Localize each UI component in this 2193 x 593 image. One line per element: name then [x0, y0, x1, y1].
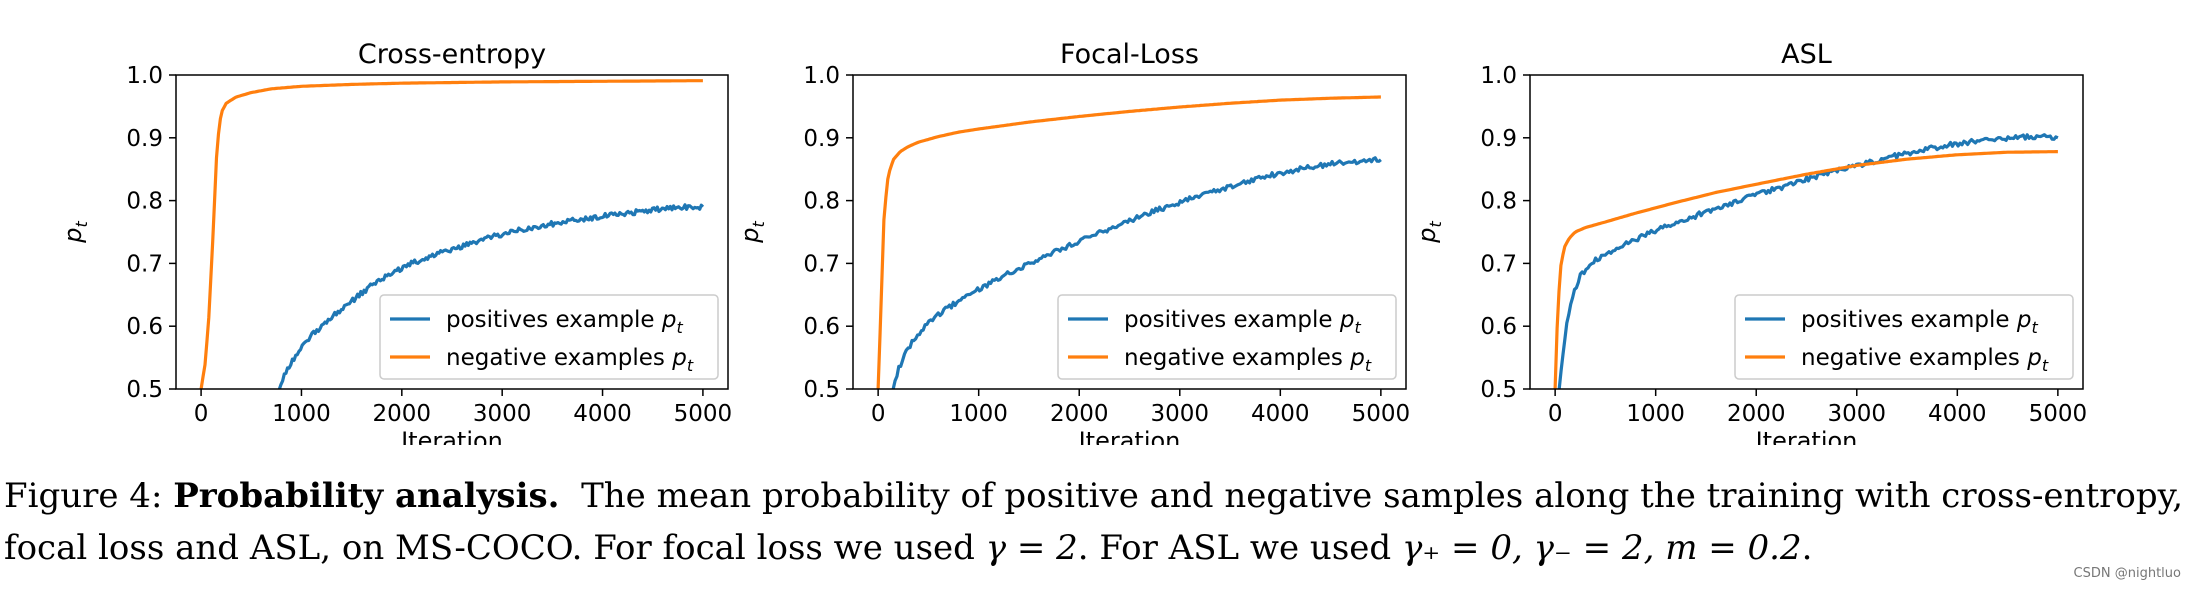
x-tick-label: 5000 [674, 401, 733, 427]
legend-box [1057, 294, 1397, 380]
y-tick-label: 0.9 [1480, 126, 1517, 152]
x-axis-label: Iteration [401, 427, 503, 445]
chart-title: ASL [1781, 39, 1832, 70]
y-tick-label: 0.6 [803, 314, 840, 340]
x-tick-label: 5000 [1352, 401, 1411, 427]
x-axis-label: Iteration [1079, 427, 1181, 445]
x-tick-label: 0 [1548, 401, 1563, 427]
caption-bold-title: Probability analysis. [173, 476, 560, 516]
y-tick-label: 0.5 [803, 377, 840, 403]
figure-caption: Figure 4: Probability analysis. The mean… [4, 470, 2184, 574]
caption-line1-rest: The mean probability of positive and neg… [559, 476, 2184, 516]
x-tick-label: 2000 [1050, 401, 1109, 427]
y-axis-label: pt [1413, 221, 1445, 244]
x-tick-label: 1000 [272, 401, 331, 427]
chart-3: 0 1000 2000 3000 4000 5000 0.5 0.6 0.7 0.8 0.9 1.0 I… [1413, 39, 2087, 445]
y-tick-label: 0.7 [803, 251, 840, 277]
y-tick-label: 0.8 [803, 189, 840, 215]
x-tick-label: 1000 [1626, 401, 1685, 427]
y-axis-label: pt [59, 221, 91, 244]
x-tick-label: 4000 [573, 401, 632, 427]
y-tick-label: 0.5 [1480, 377, 1517, 403]
caption-prefix: Figure 4: [4, 476, 174, 516]
caption-line2-end: . [1801, 528, 1813, 568]
legend-box [379, 294, 719, 380]
series-line-positives [277, 203, 705, 389]
x-tick-label: 3000 [1150, 401, 1209, 427]
legend-label-negatives: negative examples pt [1124, 345, 1372, 375]
caption-line-2: focal loss and ASL, on MS-COCO. For foca… [4, 522, 2184, 574]
x-tick-label: 3000 [473, 401, 532, 427]
y-tick-label: 0.6 [126, 314, 163, 340]
series-line-negatives [1553, 150, 2058, 389]
chart-title: Cross-entropy [358, 39, 546, 70]
chart-title: Focal-Loss [1060, 39, 1199, 70]
y-tick-label: 0.8 [1480, 189, 1517, 215]
caption-line2-mid: . For ASL we used [1077, 528, 1402, 568]
legend-label-positives: positives example pt [1124, 307, 1361, 337]
series-line-negatives [876, 95, 1381, 389]
x-axis-label: Iteration [1756, 427, 1858, 445]
y-axis-label: pt [736, 221, 768, 244]
caption-line2-text: focal loss and ASL, on MS-COCO. For foca… [4, 528, 986, 568]
y-tick-label: 1.0 [803, 63, 840, 89]
y-tick-label: 1.0 [126, 63, 163, 89]
chart-1: 0 1000 2000 3000 4000 5000 0.5 0.6 0.7 0.8 0.9 1.0 I… [59, 39, 732, 445]
y-tick-label: 0.7 [1480, 251, 1517, 277]
y-tick-label: 0.6 [1480, 314, 1517, 340]
x-tick-label: 1000 [949, 401, 1008, 427]
y-tick-label: 1.0 [1480, 63, 1517, 89]
plot-frame [175, 74, 729, 390]
figure-charts: 0 1000 2000 3000 4000 5000 0.5 0.6 0.7 0.8 0.9 1.0 I… [59, 39, 2087, 445]
x-tick-label: 2000 [1727, 401, 1786, 427]
y-tick-label: 0.5 [126, 377, 163, 403]
plot-frame [852, 74, 1407, 390]
legend-label-negatives: negative examples pt [446, 345, 694, 375]
x-tick-label: 2000 [373, 401, 432, 427]
y-tick-label: 0.9 [803, 126, 840, 152]
watermark: CSDN @nightluo [2073, 566, 2181, 581]
x-tick-label: 0 [194, 401, 209, 427]
plot-frame [1529, 74, 2084, 390]
x-tick-label: 4000 [1251, 401, 1310, 427]
legend-label-positives: positives example pt [1801, 307, 2038, 337]
chart-2: 0 1000 2000 3000 4000 5000 0.5 0.6 0.7 0.8 0.9 1.0 I… [736, 39, 1410, 445]
legend-box [1734, 294, 2074, 380]
legend-label-positives: positives example pt [446, 307, 683, 337]
x-tick-label: 4000 [1928, 401, 1987, 427]
x-tick-label: 5000 [2029, 401, 2088, 427]
caption-line-1: Figure 4: Probability analysis. The mean… [4, 470, 2184, 522]
caption-asl-params: γ₊ = 0, γ₋ = 2, m = 0.2 [1401, 528, 1802, 568]
y-tick-label: 0.9 [126, 126, 163, 152]
x-tick-label: 0 [871, 401, 886, 427]
y-tick-label: 0.7 [126, 251, 163, 277]
y-tick-label: 0.8 [126, 189, 163, 215]
series-line-positives [1557, 133, 2059, 389]
caption-gamma-eq: γ = 2 [985, 528, 1078, 568]
x-tick-label: 3000 [1827, 401, 1886, 427]
legend-label-negatives: negative examples pt [1801, 345, 2049, 375]
series-line-negatives [199, 79, 703, 389]
series-line-positives [891, 156, 1382, 389]
